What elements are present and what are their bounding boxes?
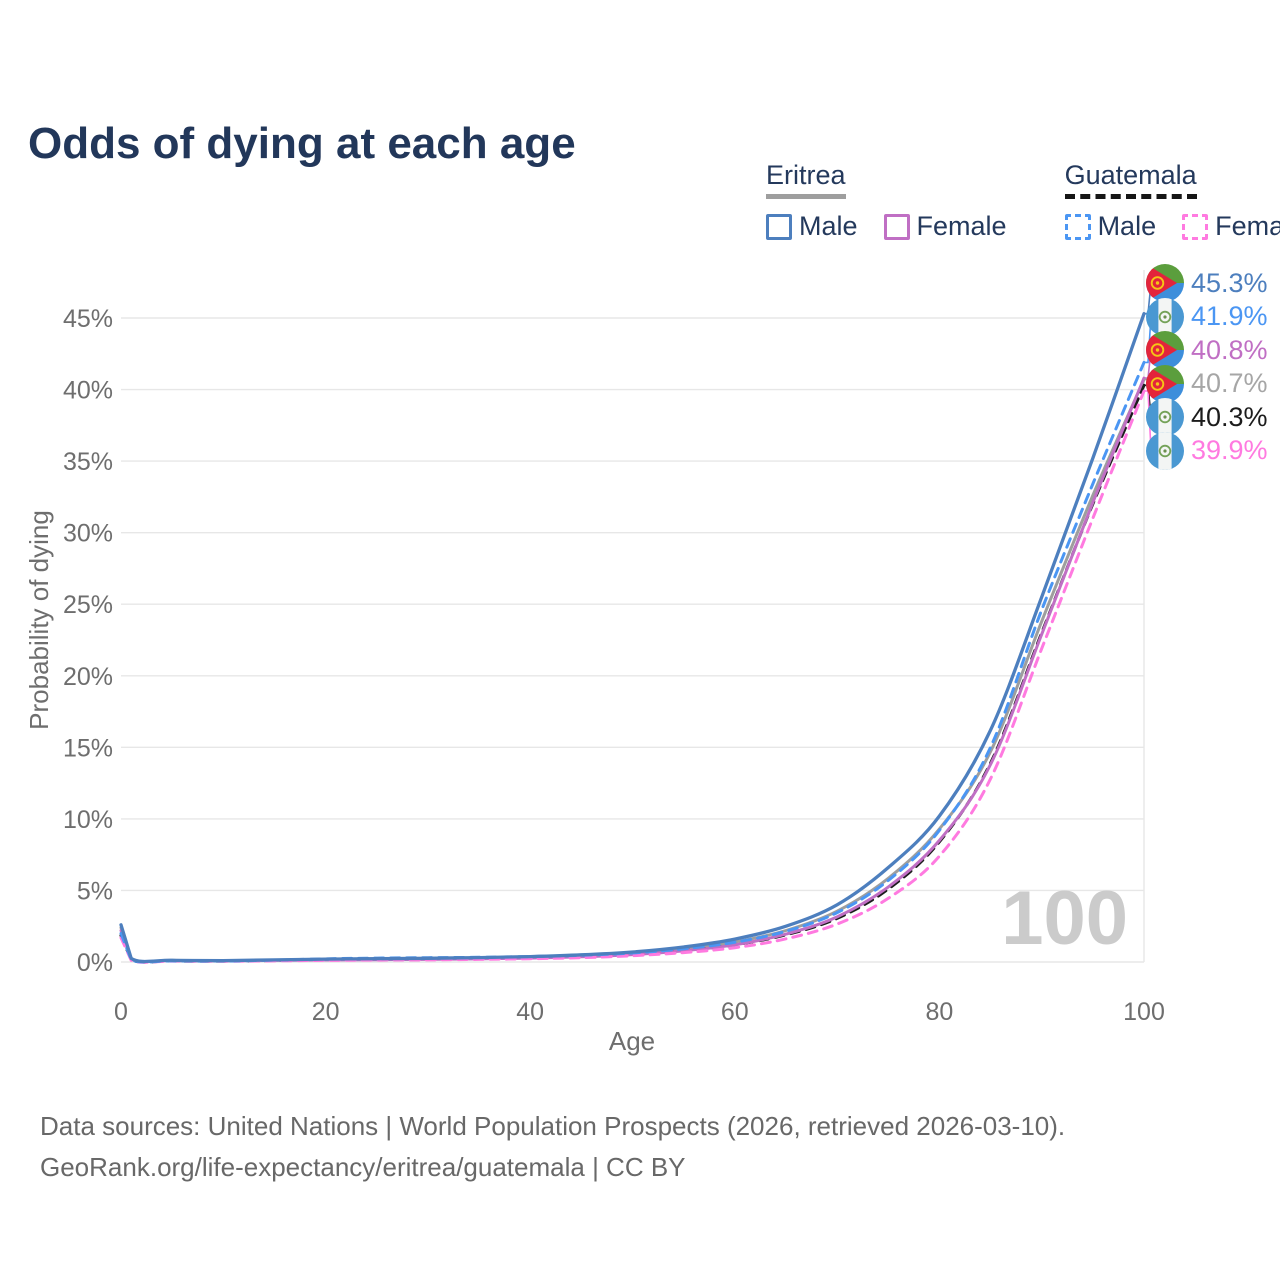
footer: Data sources: United Nations | World Pop… bbox=[40, 1106, 1065, 1188]
end-label-value: 40.7% bbox=[1191, 368, 1268, 398]
end-label-value: 41.9% bbox=[1191, 301, 1268, 331]
legend-item-label: Female bbox=[1215, 211, 1280, 241]
y-tick-label: 10% bbox=[63, 806, 113, 834]
series-line-guatemala-both bbox=[119, 383, 1146, 964]
end-label-row: 40.7% bbox=[1146, 364, 1268, 403]
y-tick-label: 15% bbox=[63, 734, 113, 762]
end-label-row: 41.9% bbox=[1146, 297, 1268, 336]
y-tick-label: 35% bbox=[63, 448, 113, 476]
y-tick-label: 30% bbox=[63, 520, 113, 548]
eritrea-male-swatch-icon bbox=[766, 213, 792, 240]
legend-country-eritrea: Eritrea bbox=[766, 160, 846, 199]
guatemala-male-swatch-icon bbox=[1064, 213, 1091, 240]
y-tick-label: 5% bbox=[77, 877, 113, 905]
x-tick-label: 60 bbox=[721, 998, 749, 1026]
end-label-value: 39.9% bbox=[1191, 435, 1268, 465]
y-tick-label: 0% bbox=[77, 949, 113, 977]
y-axis-title: Probability of dying bbox=[24, 510, 54, 730]
legend-item-eritrea-male[interactable]: Male bbox=[766, 211, 858, 242]
x-tick-label: 0 bbox=[114, 998, 128, 1026]
page-title: Odds of dying at each age bbox=[28, 119, 576, 169]
series-line-guatemala-female bbox=[119, 389, 1146, 964]
series-lines bbox=[119, 312, 1146, 964]
flag-guatemala-icon bbox=[1146, 398, 1184, 436]
footer-sources: Data sources: United Nations | World Pop… bbox=[40, 1111, 1066, 1141]
legend-item-guatemala-male[interactable]: Male bbox=[1064, 211, 1157, 242]
legend-group-eritrea: Eritrea Male Female bbox=[766, 160, 1007, 242]
y-tick-label: 20% bbox=[63, 663, 113, 691]
gridlines bbox=[121, 270, 1145, 963]
x-tick-label: 40 bbox=[516, 998, 544, 1026]
legend-country-guatemala: Guatemala bbox=[1064, 160, 1197, 199]
end-label-row: 45.3% bbox=[1146, 264, 1268, 302]
footer-link: GeoRank.org/life-expectancy/eritrea/guat… bbox=[40, 1152, 686, 1182]
flag-guatemala-icon bbox=[1146, 297, 1184, 336]
flag-eritrea-icon bbox=[1146, 264, 1184, 302]
y-tick-label: 25% bbox=[63, 591, 113, 619]
eritrea-female-swatch-icon bbox=[883, 213, 910, 240]
end-label-row: 40.8% bbox=[1146, 331, 1268, 369]
legend-item-label: Male bbox=[799, 211, 858, 241]
legend-group-guatemala: Guatemala Male Female bbox=[1064, 160, 1280, 242]
guatemala-female-swatch-icon bbox=[1182, 213, 1209, 240]
flag-guatemala-icon bbox=[1146, 431, 1184, 470]
watermark-text: 100 bbox=[1001, 876, 1128, 961]
end-label-value: 45.3% bbox=[1191, 267, 1268, 298]
axis-titles: Age Probability of dying bbox=[24, 510, 655, 1056]
series-line-eritrea-male bbox=[119, 312, 1146, 964]
x-axis-title: Age bbox=[609, 1026, 655, 1056]
legend-item-guatemala-female[interactable]: Female bbox=[1182, 211, 1280, 242]
flag-eritrea-icon bbox=[1146, 331, 1184, 369]
end-label-row: 40.3% bbox=[1146, 398, 1268, 436]
legend-item-label: Female bbox=[916, 211, 1007, 241]
series-line-eritrea-both bbox=[119, 378, 1146, 964]
series-line-eritrea-female bbox=[119, 376, 1146, 964]
x-tick-label: 100 bbox=[1123, 998, 1165, 1026]
end-label-value: 40.8% bbox=[1191, 334, 1268, 365]
axis-tick-labels: 0% 5% 10% 15% 20% 25% 30% 35% 40% 45% 0 20 40 60 80 100 bbox=[63, 305, 1165, 1026]
y-tick-label: 40% bbox=[63, 377, 113, 405]
x-tick-label: 20 bbox=[312, 998, 340, 1026]
end-label-row: 39.9% bbox=[1146, 431, 1268, 470]
y-tick-label: 45% bbox=[63, 305, 113, 333]
end-label-value: 40.3% bbox=[1191, 401, 1268, 432]
series-line-guatemala-male bbox=[119, 360, 1146, 964]
flag-eritrea-icon bbox=[1146, 364, 1184, 403]
age-watermark: 100 bbox=[1001, 876, 1128, 961]
x-tick-label: 80 bbox=[925, 998, 953, 1026]
legend: Eritrea Male Female Guatemala Male bbox=[766, 160, 1280, 242]
legend-item-eritrea-female[interactable]: Female bbox=[883, 211, 1007, 242]
legend-item-label: Male bbox=[1097, 211, 1157, 241]
